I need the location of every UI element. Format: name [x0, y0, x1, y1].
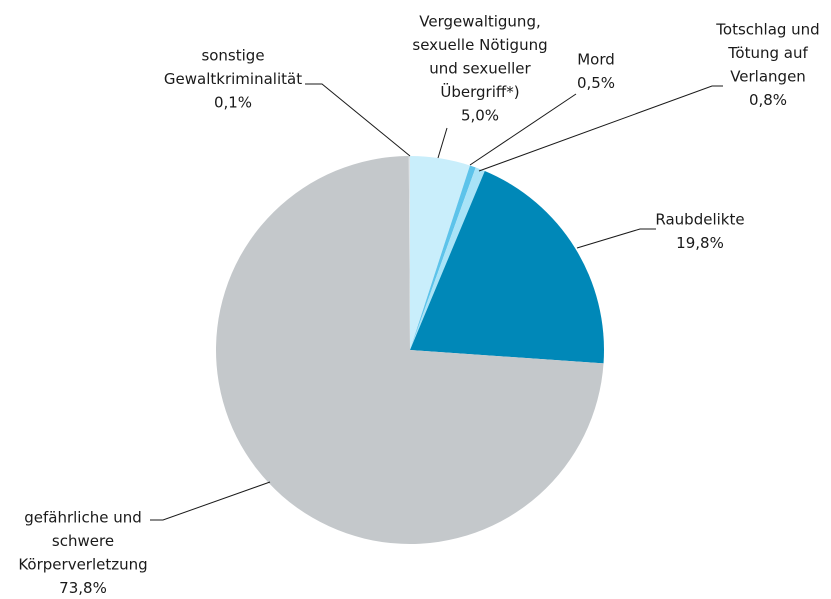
slice-label: sexuelle Nötigung — [412, 36, 547, 54]
leader-line — [150, 481, 271, 521]
slice-label: gefährliche und — [24, 509, 142, 527]
leader-line — [576, 228, 656, 249]
pie-slice — [215, 156, 604, 544]
slice-label: Verlangen — [730, 68, 806, 86]
slice-label: Totschlag und — [715, 21, 819, 39]
pie-slice — [408, 156, 410, 350]
leader-line — [469, 93, 577, 166]
slice-label: Raubdelikte — [655, 211, 744, 229]
leader-line — [437, 127, 448, 159]
slice-label: Gewaltkriminalität — [164, 70, 302, 88]
slice-label: Tötung auf — [727, 44, 808, 62]
slice-label: Übergriff*) — [440, 82, 519, 101]
slice-label: Mord — [577, 51, 615, 69]
slice-label: Körperverletzung — [18, 556, 147, 574]
value-label: 0,5% — [577, 74, 615, 92]
slice-label: Vergewaltigung, — [419, 13, 540, 31]
leader-line — [305, 83, 411, 157]
value-label: 5,0% — [461, 107, 499, 125]
value-label: 0,8% — [749, 91, 787, 109]
pie-slice — [410, 171, 604, 364]
pie-slice — [410, 165, 476, 350]
pie-slice — [410, 167, 485, 350]
pie-slice — [410, 156, 470, 350]
value-label: 19,8% — [676, 234, 724, 252]
leader-line — [478, 85, 723, 172]
slice-label: schwere — [52, 532, 114, 550]
slice-label: und sexueller — [429, 60, 531, 78]
slice-label: sonstige — [201, 47, 264, 65]
value-label: 0,1% — [214, 94, 252, 112]
value-label: 73,8% — [59, 579, 107, 597]
